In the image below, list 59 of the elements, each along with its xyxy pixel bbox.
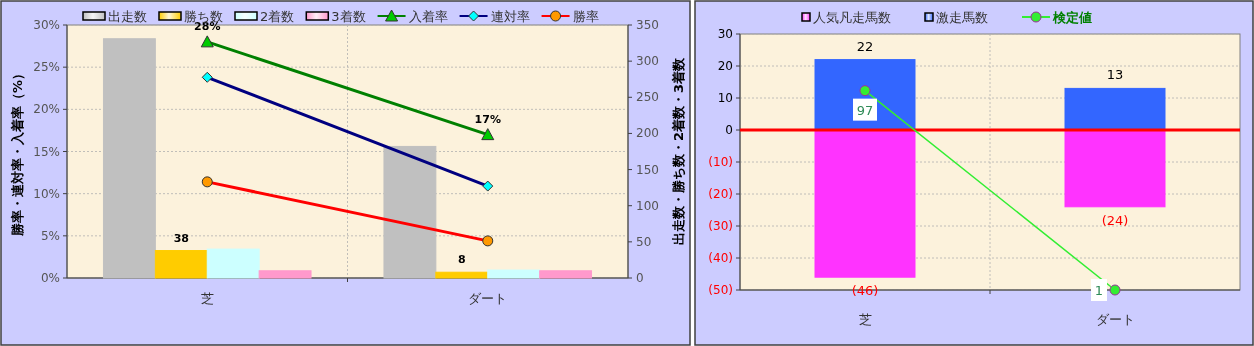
legend-label: 2着数 — [260, 9, 295, 24]
y2-tick-label: 250 — [636, 90, 659, 105]
x-tick-label: ダート — [1095, 312, 1135, 327]
y2-tick-label: 100 — [636, 198, 659, 213]
bar — [258, 270, 312, 279]
y-tick-label: (30) — [708, 219, 733, 233]
bar — [435, 271, 489, 279]
legend-label: 入着率 — [408, 9, 448, 24]
x-tick-label: ダート — [468, 291, 508, 306]
bar — [206, 248, 260, 279]
legend-label: 勝率 — [572, 9, 599, 24]
y-tick-label: 20 — [717, 59, 733, 73]
y-tick-label: 0 — [725, 123, 733, 137]
bar — [1064, 87, 1166, 131]
data-label: 13 — [1106, 67, 1124, 83]
legend-label: 出走数 — [108, 9, 147, 24]
y-tick-label: 0% — [40, 271, 60, 285]
legend-label: 連対率 — [490, 9, 530, 24]
legend-label: 3着数 — [331, 9, 366, 24]
y2-axis-title: 出走数・勝ち数・2着数・3着数 — [671, 56, 686, 246]
y2-tick-label: 150 — [636, 162, 659, 177]
y2-tick-label: 350 — [636, 18, 659, 32]
y-tick-label: 25% — [33, 60, 60, 75]
legend-label: 激走馬数 — [936, 10, 988, 25]
bar — [102, 38, 156, 279]
x-tick-label: 芝 — [858, 312, 872, 327]
y-tick-label: (20) — [708, 187, 733, 201]
data-label: 8 — [457, 253, 466, 267]
x-tick-label: 芝 — [200, 291, 214, 306]
data-label: 38 — [173, 231, 189, 245]
data-label: (24) — [1101, 212, 1129, 228]
bar — [539, 270, 593, 279]
data-label: 17% — [474, 112, 501, 126]
y-tick-label: 10 — [717, 91, 733, 105]
y-tick-label: (40) — [708, 251, 733, 265]
legend-label: 検定値 — [1052, 10, 1092, 25]
legend-label: 人気凡走馬数 — [813, 10, 891, 25]
y-axis-title: 勝率・連対率・入着率（%） — [10, 66, 25, 238]
y-tick-label: 15% — [33, 144, 60, 159]
y-tick-label: 30% — [33, 18, 60, 32]
y2-tick-label: 200 — [636, 126, 659, 141]
annotation: 1 — [1094, 283, 1104, 298]
y2-tick-label: 0 — [636, 271, 644, 285]
data-label: (46) — [851, 283, 879, 299]
y-tick-label: (50) — [708, 283, 733, 297]
annotation: 97 — [856, 102, 874, 118]
bar — [814, 129, 916, 278]
data-label: 22 — [856, 38, 874, 54]
bar — [154, 250, 208, 279]
y-tick-label: 30 — [717, 27, 733, 41]
y2-tick-label: 50 — [636, 234, 652, 249]
y-tick-label: (10) — [708, 155, 733, 169]
y-tick-label: 10% — [33, 186, 60, 201]
y-tick-label: 5% — [40, 228, 60, 243]
bar — [487, 269, 541, 279]
bar — [1064, 129, 1166, 208]
y2-tick-label: 300 — [636, 54, 659, 69]
bar — [383, 145, 437, 279]
y-tick-label: 20% — [33, 102, 60, 117]
